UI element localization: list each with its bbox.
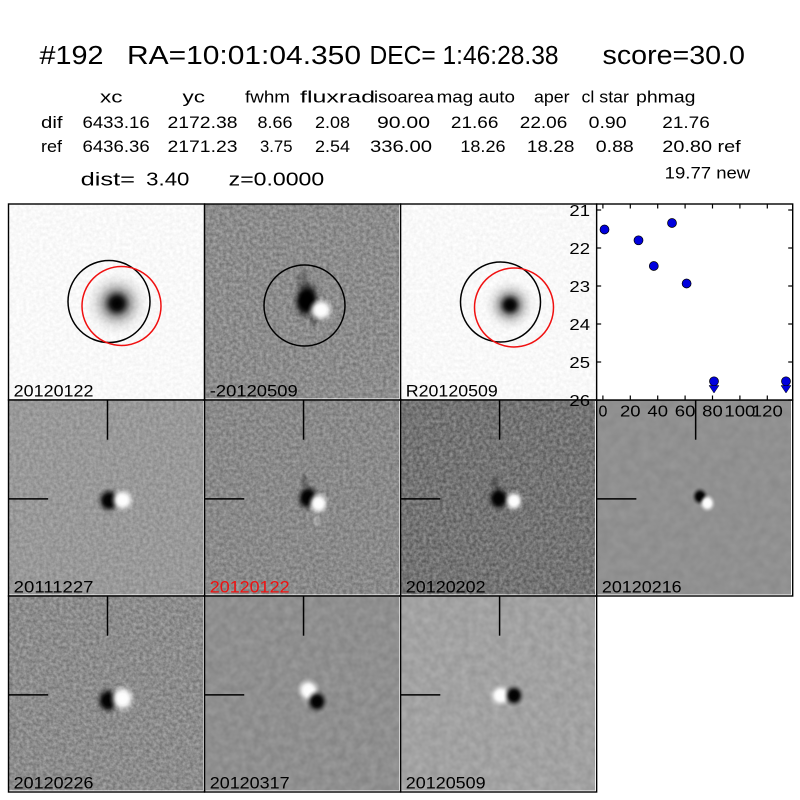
svg-text:0: 0 — [598, 404, 607, 421]
svg-text:2172.38: 2172.38 — [168, 114, 238, 132]
svg-text:90.00: 90.00 — [377, 114, 430, 132]
svg-text:21: 21 — [569, 203, 590, 220]
svg-text:yc: yc — [183, 88, 206, 106]
svg-text:18.26: 18.26 — [460, 138, 505, 156]
svg-text:22: 22 — [569, 241, 590, 258]
svg-text:20.80 ref: 20.80 ref — [662, 138, 741, 156]
svg-text:20120509: 20120509 — [406, 773, 486, 792]
svg-text:dif: dif — [41, 114, 63, 132]
svg-text:#192: #192 — [40, 42, 104, 70]
svg-text:-20120509: -20120509 — [210, 381, 298, 400]
svg-text:aper: aper — [534, 88, 570, 106]
svg-text:22.06: 22.06 — [520, 114, 568, 132]
svg-text:fwhm: fwhm — [245, 88, 290, 106]
svg-text:isoarea: isoarea — [374, 88, 435, 106]
svg-text:R20120509: R20120509 — [406, 381, 498, 400]
svg-text:0.90: 0.90 — [589, 114, 627, 132]
svg-text:ref: ref — [41, 138, 63, 156]
svg-text:24: 24 — [569, 317, 590, 334]
svg-text:20111227: 20111227 — [14, 577, 94, 596]
svg-text:6436.36: 6436.36 — [83, 138, 150, 156]
svg-text:3.75: 3.75 — [260, 138, 293, 156]
svg-text:DEC= 1:46:28.38: DEC= 1:46:28.38 — [370, 42, 559, 70]
svg-text:80: 80 — [702, 404, 723, 421]
svg-text:21.76: 21.76 — [662, 114, 710, 132]
svg-text:phmag: phmag — [636, 88, 696, 106]
svg-text:2.08: 2.08 — [315, 114, 350, 132]
svg-text:19.77 new: 19.77 new — [665, 164, 751, 182]
svg-text:23: 23 — [569, 279, 590, 296]
svg-text:2.54: 2.54 — [315, 138, 350, 156]
svg-text:20: 20 — [620, 404, 641, 421]
svg-text:18.28: 18.28 — [527, 138, 575, 156]
svg-text:21.66: 21.66 — [451, 114, 499, 132]
svg-text:60: 60 — [675, 404, 696, 421]
svg-text:fluxrad: fluxrad — [300, 88, 375, 106]
svg-text:40: 40 — [647, 404, 668, 421]
svg-text:100: 100 — [724, 404, 755, 421]
svg-text:6433.16: 6433.16 — [83, 114, 150, 132]
svg-text:score=30.0: score=30.0 — [603, 42, 746, 70]
svg-text:3.40: 3.40 — [146, 169, 189, 190]
svg-text:20120122: 20120122 — [14, 381, 94, 400]
svg-text:20120226: 20120226 — [14, 773, 94, 792]
svg-text:120: 120 — [752, 404, 783, 421]
svg-text:20120317: 20120317 — [210, 773, 290, 792]
svg-text:xc: xc — [100, 88, 123, 106]
svg-text:25: 25 — [569, 355, 590, 372]
svg-text:20120202: 20120202 — [406, 577, 486, 596]
svg-text:dist=: dist= — [81, 169, 135, 190]
svg-text:26: 26 — [569, 393, 590, 410]
svg-text:20120122: 20120122 — [210, 577, 290, 596]
svg-text:20120216: 20120216 — [602, 577, 682, 596]
svg-text:336.00: 336.00 — [370, 138, 432, 156]
svg-text:8.66: 8.66 — [258, 114, 293, 132]
svg-text:cl star: cl star — [582, 88, 630, 106]
svg-text:z=0.0000: z=0.0000 — [229, 169, 325, 190]
svg-text:0.88: 0.88 — [596, 138, 634, 156]
svg-text:mag auto: mag auto — [437, 88, 515, 106]
svg-text:2171.23: 2171.23 — [168, 138, 238, 156]
svg-text:RA=10:01:04.350: RA=10:01:04.350 — [127, 42, 361, 70]
